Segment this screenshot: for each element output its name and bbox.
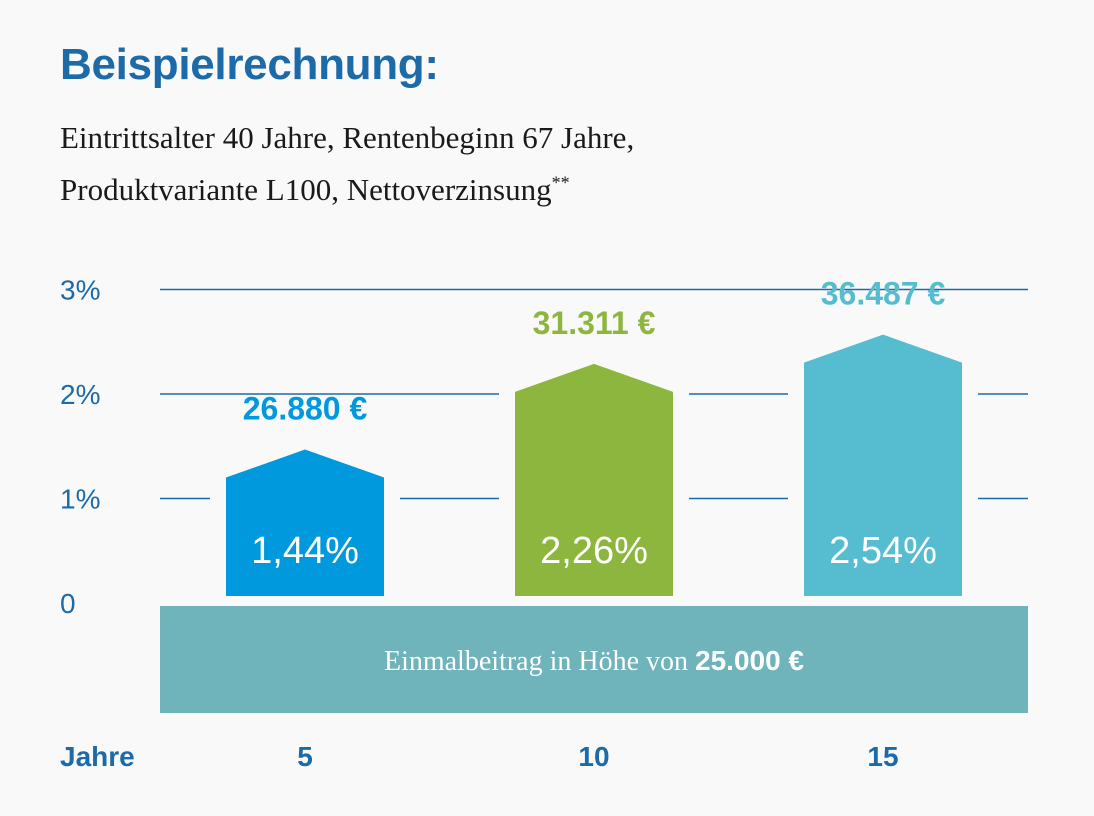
base-contribution-label: Einmalbeitrag in Höhe von 25.000 € — [384, 645, 804, 677]
y-tick-label-2: 2% — [60, 379, 100, 410]
bar-amount-label-0: 26.880 € — [243, 391, 368, 427]
bar-value-label-2: 2,54% — [829, 530, 937, 572]
x-tick-label-1: 10 — [578, 741, 609, 772]
bar-amount-label-2: 36.487 € — [821, 276, 946, 312]
bar-5-jahre — [226, 449, 384, 596]
x-tick-label-0: 5 — [297, 741, 313, 772]
bar-10-jahre — [515, 363, 673, 596]
bar-amount-label-1: 31.311 € — [533, 305, 656, 341]
subtitle-line-1: Eintrittsalter 40 Jahre, Rentenbeginn 67… — [60, 120, 635, 155]
subtitle-line-2: Produktvariante L100, Nettoverzinsung** — [60, 164, 634, 216]
subtitle-footnote-mark: ** — [551, 172, 570, 193]
bar-value-label-0: 1,44% — [251, 530, 359, 572]
bar-value-label-1: 2,26% — [540, 530, 648, 572]
chart-subtitle: Eintrittsalter 40 Jahre, Rentenbeginn 67… — [60, 112, 634, 216]
chart-title: Beispielrechnung: — [60, 40, 439, 89]
x-axis-label: Jahre — [60, 741, 135, 772]
base-contribution-block — [160, 606, 1028, 713]
bar-15-jahre — [804, 334, 962, 596]
subtitle-line-2-text: Produktvariante L100, Nettoverzinsung — [60, 172, 552, 207]
y-tick-label-0: 0 — [60, 588, 76, 619]
x-tick-label-2: 15 — [867, 741, 898, 772]
y-tick-label-3: 3% — [60, 275, 100, 306]
y-tick-label-1: 1% — [60, 484, 100, 515]
